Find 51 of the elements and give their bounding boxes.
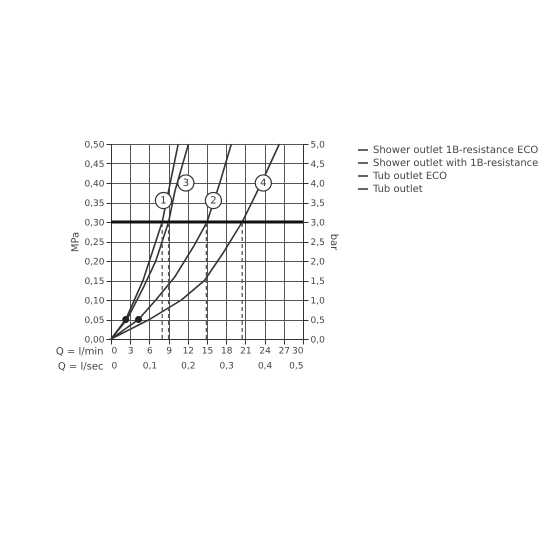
x-tick-label: 9 [166,346,172,356]
legend-label: Tub outlet [372,184,423,195]
x-axis-title: Q = l/min [56,346,104,358]
legend-label: Tub outlet ECO [372,171,448,182]
y-tick-label: 0,45 [84,160,104,170]
x2-tick-label: 0 [112,362,118,372]
x2-tick-label: 0,2 [181,362,196,372]
x-tick-label: 21 [240,346,252,356]
legend-label: Shower outlet with 1B-resistance [373,158,538,169]
y-tick-label: 0,15 [84,277,104,287]
y2-tick-label: 1,5 [310,277,325,287]
legend-label: Shower outlet 1B-resistance ECO [373,145,538,156]
y2-tick-label: 0,5 [310,316,325,326]
y-tick-label: 0,00 [84,336,105,346]
x-tick-label: 18 [220,346,233,356]
x2-tick-label: 0,5 [289,362,304,372]
y2-tick-label: 3,5 [310,199,325,209]
y2-tick-label: 2,5 [310,238,325,248]
y2-tick-label: 4,5 [310,160,325,170]
annotation: 3 [182,178,190,189]
y2-tick-label: 4,0 [310,180,326,190]
x-tick-label: 3 [128,346,134,356]
annotation: 1 [160,196,167,207]
x-tick-label: 0 [112,346,118,356]
x2-tick-label: 0,4 [258,362,273,372]
x-tick-label: 12 [182,346,194,356]
x2-tick-label: 0,1 [142,362,158,372]
y-tick-label: 0,30 [84,218,105,228]
annotation: 2 [210,196,217,207]
y-tick-label: 0,50 [84,140,105,150]
y2-axis-title: bar [328,234,339,252]
y2-tick-label: 1,0 [310,296,326,306]
y-tick-label: 0,25 [84,238,104,248]
y-tick-label: 0,20 [84,258,105,268]
x-tick-label: 15 [202,346,214,356]
y-tick-label: 0,35 [84,199,104,209]
y-axis-title: MPa [70,232,82,252]
y2-tick-label: 5,0 [310,140,326,150]
y2-tick-label: 3,0 [310,218,326,228]
x-tick-label: 27 [278,346,290,356]
x-tick-label: 30 [292,346,304,356]
y2-tick-label: 0,0 [310,336,326,346]
annotation: 4 [260,178,267,189]
x2-tick-label: 0,3 [220,362,234,372]
y-tick-label: 0,40 [84,180,105,190]
x-tick-label: 24 [259,346,272,356]
y2-tick-label: 2,0 [310,258,326,268]
y-tick-label: 0,10 [84,296,105,306]
x-tick-label: 6 [147,346,154,356]
x2-axis-title: Q = l/sec [58,362,104,372]
y-tick-label: 0,05 [84,316,104,326]
